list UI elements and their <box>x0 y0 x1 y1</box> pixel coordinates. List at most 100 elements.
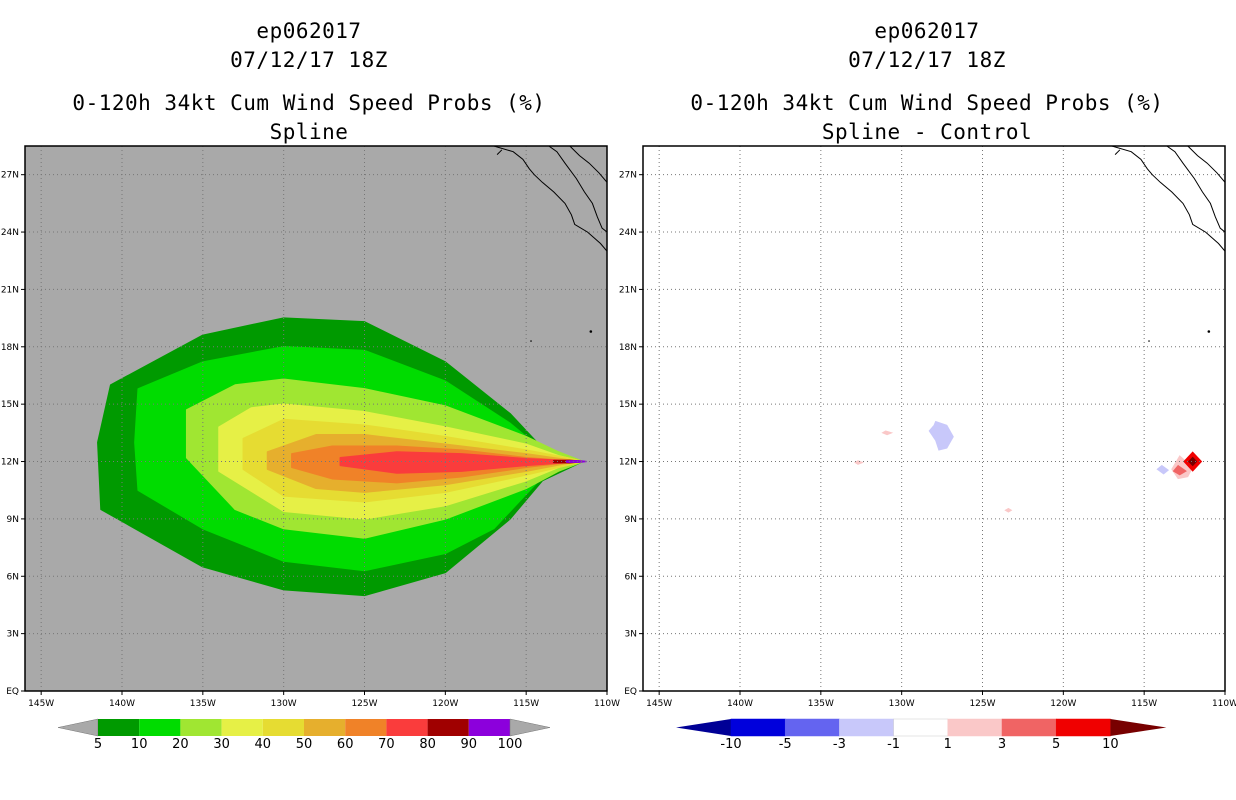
left-colorbar-swatch <box>427 719 469 736</box>
right-colorbar-swatch <box>1001 718 1057 737</box>
right-colorbar-high-arrow <box>1110 719 1167 736</box>
right-colorbar-swatch <box>839 718 894 737</box>
right-colorbar-label: -1 <box>887 737 900 752</box>
right-colorbar: -10 -5 -3 -1 1 3 5 10 <box>676 718 1167 752</box>
left-colorbar-swatch <box>180 719 222 736</box>
right-xtick-label: 140W <box>727 699 753 709</box>
right-ytick-label: 6N <box>625 572 637 582</box>
right-colorbar-swatch <box>1055 718 1111 737</box>
left-ytick-label: 6N <box>7 572 19 582</box>
left-colorbar-label: 30 <box>213 737 230 752</box>
right-colorbar-swatch <box>784 718 840 737</box>
left-colorbar-high-arrow <box>509 718 551 737</box>
left-xtick-label: 130W <box>271 699 297 709</box>
left-ytick-label: 12N <box>1 458 19 468</box>
left-subtitle: Spline <box>269 120 349 144</box>
right-diff-blob-3 <box>1004 507 1013 513</box>
left-colorbar-swatch <box>304 719 346 736</box>
left-colorbar-label: 60 <box>337 737 354 752</box>
right-ytick-label: 21N <box>619 285 637 295</box>
right-diff-blob-4 <box>1156 464 1170 475</box>
left-ytick-label: 3N <box>7 630 19 640</box>
left-plot-frame <box>24 145 608 692</box>
left-datetime: 07/12/17 18Z <box>230 48 388 72</box>
right-xtick-label: 110W <box>1212 699 1236 709</box>
left-colorbar-swatch <box>221 719 263 736</box>
left-colorbar-label: 70 <box>378 737 395 752</box>
right-product-title: 0-120h 34kt Cum Wind Speed Probs (%) <box>690 91 1164 115</box>
right-coastline-2 <box>1114 149 1121 155</box>
left-xtick-label: 145W <box>28 699 54 709</box>
left-colorbar-label: 10 <box>131 737 148 752</box>
right-ytick-label: 27N <box>619 171 637 181</box>
left-ytick-label: 21N <box>1 285 19 295</box>
left-xtick-label: 140W <box>109 699 135 709</box>
left-colorbar-label: 20 <box>172 737 189 752</box>
left-storm-id: ep062017 <box>256 19 362 43</box>
right-island-benedicto <box>1148 340 1150 342</box>
right-xtick-label: 120W <box>1050 699 1076 709</box>
right-ytick-label: 12N <box>619 458 637 468</box>
right-colorbar-swatch <box>947 718 1003 737</box>
right-subtitle: Spline - Control <box>821 120 1033 144</box>
left-colorbar-label: 80 <box>419 737 436 752</box>
right-ytick-label: 24N <box>619 228 637 238</box>
right-coastline-1 <box>1187 146 1225 184</box>
left-xtick-label: 110W <box>594 699 620 709</box>
left-ytick-label: 15N <box>1 400 19 410</box>
right-diff-blob-0 <box>928 420 954 451</box>
right-colorbar-label: 3 <box>998 737 1006 752</box>
left-panel: 145W 140W 135W 130W 125W 120W 115W 110W EQ 3N 6N 9N… <box>1 145 620 752</box>
right-diff-blob-6 <box>1172 464 1187 476</box>
right-xtick-label: 115W <box>1131 699 1157 709</box>
right-colorbar-swatch <box>893 718 949 737</box>
left-island-socorro <box>589 330 593 333</box>
right-colorbar-label: 5 <box>1052 737 1060 752</box>
left-ytick-label: 18N <box>1 343 19 353</box>
right-colorbar-label: -3 <box>833 737 846 752</box>
left-xtick-label: 115W <box>513 699 539 709</box>
left-xtick-label: 135W <box>190 699 216 709</box>
right-ytick-label: EQ <box>624 687 637 697</box>
left-colorbar-label: 50 <box>296 737 313 752</box>
left-ytick-label: EQ <box>6 687 19 697</box>
right-xtick-label: 135W <box>808 699 834 709</box>
left-colorbar: 5 10 20 30 40 50 60 70 80 90 100 <box>57 718 551 752</box>
left-colorbar-label: 90 <box>461 737 478 752</box>
left-colorbar-swatch <box>468 719 510 736</box>
right-plot-frame <box>642 145 1226 692</box>
right-plot-background <box>643 146 1225 691</box>
right-xtick-label: 130W <box>889 699 915 709</box>
right-colorbar-swatch <box>730 718 786 737</box>
left-colorbar-low-arrow <box>57 718 99 737</box>
left-colorbar-label: 100 <box>498 737 523 752</box>
right-xtick-label: 125W <box>969 699 995 709</box>
left-colorbar-swatch <box>345 719 387 736</box>
left-coastline-2 <box>496 149 503 155</box>
left-product-title: 0-120h 34kt Cum Wind Speed Probs (%) <box>72 91 546 115</box>
left-ytick-label: 24N <box>1 228 19 238</box>
left-ytick-label: 27N <box>1 171 19 181</box>
right-colorbar-label: 10 <box>1102 737 1119 752</box>
left-island-benedicto <box>530 340 532 342</box>
left-ytick-label: 9N <box>7 515 19 525</box>
right-colorbar-label: -10 <box>720 737 741 752</box>
right-diff-blob-1 <box>881 430 894 436</box>
right-diff-blob-8 <box>1188 456 1198 467</box>
left-coastline-1 <box>569 146 607 184</box>
right-ytick-label: 9N <box>625 515 637 525</box>
left-colorbar-label: 5 <box>94 737 102 752</box>
right-ytick-label: 15N <box>619 400 637 410</box>
left-xtick-label: 120W <box>432 699 458 709</box>
right-ytick-label: 18N <box>619 343 637 353</box>
right-datetime: 07/12/17 18Z <box>848 48 1006 72</box>
right-colorbar-label: -5 <box>779 737 792 752</box>
left-colorbar-swatch <box>98 719 140 736</box>
right-ytick-label: 3N <box>625 630 637 640</box>
left-colorbar-label: 40 <box>255 737 272 752</box>
right-coastline-0 <box>1111 146 1225 252</box>
left-colorbar-swatch <box>386 719 428 736</box>
left-colorbar-swatch <box>262 719 304 736</box>
left-colorbar-swatch <box>139 719 181 736</box>
